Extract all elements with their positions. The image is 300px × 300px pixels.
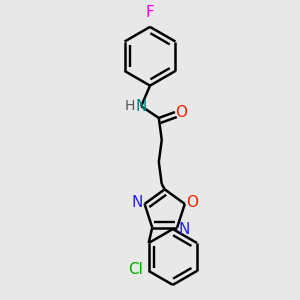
Text: Cl: Cl: [128, 262, 143, 277]
Text: F: F: [146, 4, 154, 20]
Text: O: O: [186, 195, 198, 210]
Text: O: O: [176, 105, 188, 120]
Text: N: N: [136, 99, 147, 114]
Text: N: N: [179, 222, 190, 237]
Text: H: H: [124, 99, 135, 113]
Text: N: N: [131, 195, 143, 210]
